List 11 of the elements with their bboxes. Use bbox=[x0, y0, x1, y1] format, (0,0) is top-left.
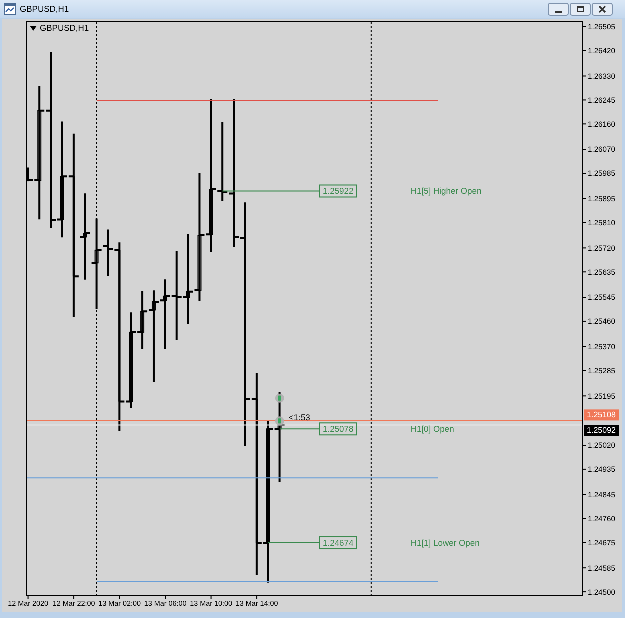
chart-subtitle: GBPUSD,H1 bbox=[40, 23, 90, 33]
ref-line-label: 1.25092 bbox=[587, 426, 617, 436]
text: H1[0] Open bbox=[410, 424, 455, 434]
data-label: 1.24674 bbox=[323, 538, 354, 548]
text: H1[1] Lower Open bbox=[410, 538, 480, 548]
chart-title: GBPUSD,H1 bbox=[20, 4, 70, 14]
text: H1[5] Higher Open bbox=[410, 186, 482, 196]
ref-line-label: 1.25108 bbox=[587, 410, 617, 420]
data-label: 1.25922 bbox=[323, 186, 354, 196]
data-label: 1.25078 bbox=[323, 424, 354, 434]
annotation: <1:53 bbox=[288, 412, 311, 422]
